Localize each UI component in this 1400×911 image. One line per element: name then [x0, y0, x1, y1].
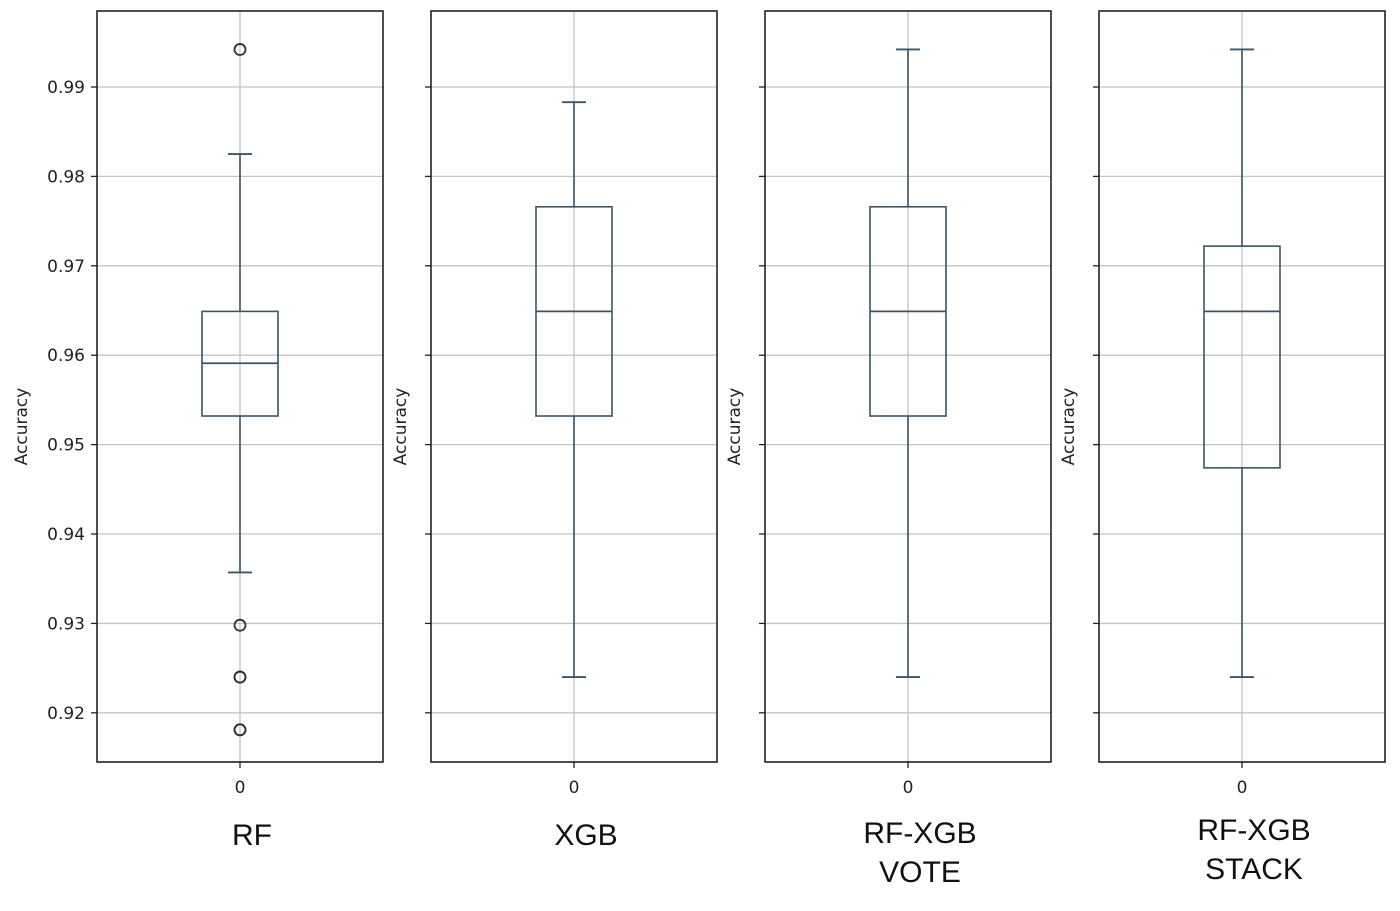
y-tick-label: 0.99 — [47, 78, 85, 98]
panel-caption: RF-XGB — [1197, 814, 1310, 847]
x-tick-label: 0 — [235, 778, 246, 798]
panel-caption: RF — [232, 819, 272, 852]
panel-0: 0.92 0.93 0.94 0.95 0.96 0.97 0.98 0.99 0 Accurac… — [12, 10, 384, 852]
x-tick-label: 0 — [1237, 778, 1248, 798]
outlier-point — [233, 43, 247, 56]
y-tick-label: 0.96 — [47, 346, 85, 366]
x-tick-label: 0 — [569, 778, 580, 798]
x-tick-label: 0 — [903, 778, 914, 798]
iqr-box — [1203, 245, 1281, 469]
outlier-point — [233, 670, 247, 684]
y-axis-label: Accuracy — [12, 388, 32, 466]
y-axis-label: Accuracy — [391, 388, 411, 466]
y-tick-label: 0.92 — [47, 704, 85, 724]
y-tick-label: 0.95 — [47, 436, 85, 456]
panel-1: 0 Accuracy XGB — [391, 10, 718, 852]
y-tick-label: 0.98 — [47, 167, 85, 187]
panel-3: 0 Accuracy RF-XGB STACK — [1059, 10, 1386, 886]
outlier-point — [233, 618, 247, 632]
panel-caption: RF-XGB — [863, 817, 976, 850]
outlier-point — [233, 723, 247, 737]
panel-caption: VOTE — [879, 856, 961, 889]
panel-2: 0 Accuracy RF-XGB VOTE — [725, 10, 1052, 889]
y-tick-label: 0.94 — [47, 525, 85, 545]
panel-caption: STACK — [1205, 853, 1303, 886]
panel-caption: XGB — [554, 819, 617, 852]
y-axis-label: Accuracy — [725, 388, 745, 466]
y-axis-label: Accuracy — [1059, 388, 1079, 466]
y-tick-label: 0.97 — [47, 257, 85, 277]
y-tick-label: 0.93 — [47, 614, 85, 634]
